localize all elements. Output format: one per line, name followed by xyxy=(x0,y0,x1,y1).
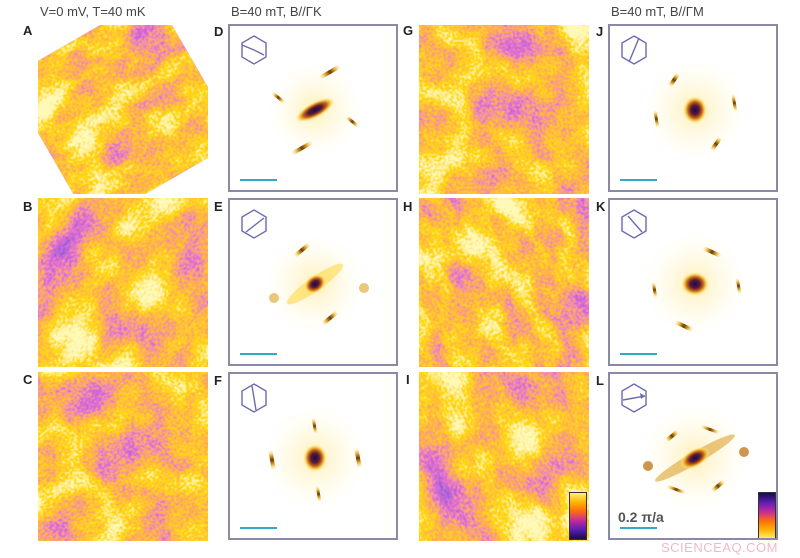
fft-pattern-f xyxy=(241,383,367,510)
panel-label-i: I xyxy=(406,372,410,387)
panel-label-e: E xyxy=(214,199,223,214)
panel-label-f: F xyxy=(214,373,222,388)
panel-label-g: G xyxy=(403,23,414,38)
scale-bar xyxy=(240,353,277,355)
scale-bar xyxy=(240,179,277,181)
scale-bar xyxy=(620,179,657,181)
fft-panel-f xyxy=(228,372,398,540)
fft-panel-k xyxy=(608,198,778,366)
fft-pattern-d xyxy=(241,35,363,158)
colorbar-map xyxy=(569,492,587,540)
panel-label-d: D xyxy=(214,24,224,39)
conductance-map-b xyxy=(38,198,208,367)
fft-panel-d xyxy=(228,24,398,192)
column-header-field-gamma-m: B=40 mT, B//ΓM xyxy=(611,4,704,19)
panel-label-b: B xyxy=(23,199,33,214)
panel-label-a: A xyxy=(23,23,33,38)
hexagon-field-icon xyxy=(241,209,267,239)
colorbar-fft xyxy=(758,492,776,538)
panel-label-k: K xyxy=(596,199,606,214)
conductance-map-a xyxy=(38,25,208,194)
hexagon-field-icon xyxy=(621,209,647,239)
fft-panel-j xyxy=(608,24,778,192)
fft-pattern-j xyxy=(621,35,747,162)
panel-label-j: J xyxy=(596,24,604,39)
column-header-field-gamma-k: B=40 mT, B//ΓK xyxy=(231,4,322,19)
panel-label-c: C xyxy=(23,372,33,387)
scale-bar xyxy=(620,527,657,529)
fft-panel-l: 0.2 π/a xyxy=(608,372,778,540)
scale-bar-label: 0.2 π/a xyxy=(618,509,664,525)
fft-pattern-l xyxy=(621,383,749,512)
conductance-map-c xyxy=(38,372,208,541)
scale-bar xyxy=(240,527,277,529)
conductance-map-g xyxy=(419,25,589,194)
column-header-zero-field: V=0 mV, T=40 mK xyxy=(40,4,146,19)
panel-label-h: H xyxy=(403,199,413,214)
fft-pattern-k xyxy=(621,209,747,336)
scale-bar xyxy=(620,353,657,355)
hexagon-field-icon xyxy=(241,383,267,413)
hexagon-field-icon xyxy=(241,35,267,65)
hexagon-field-icon xyxy=(621,35,647,65)
conductance-map-i xyxy=(419,372,589,541)
conductance-map-h xyxy=(419,198,589,367)
fft-panel-e xyxy=(228,198,398,366)
panel-label-l: L xyxy=(596,373,604,388)
hexagon-field-icon xyxy=(621,383,647,413)
watermark: SCIENCEAQ.COM xyxy=(660,540,778,555)
fft-pattern-e xyxy=(241,209,369,334)
